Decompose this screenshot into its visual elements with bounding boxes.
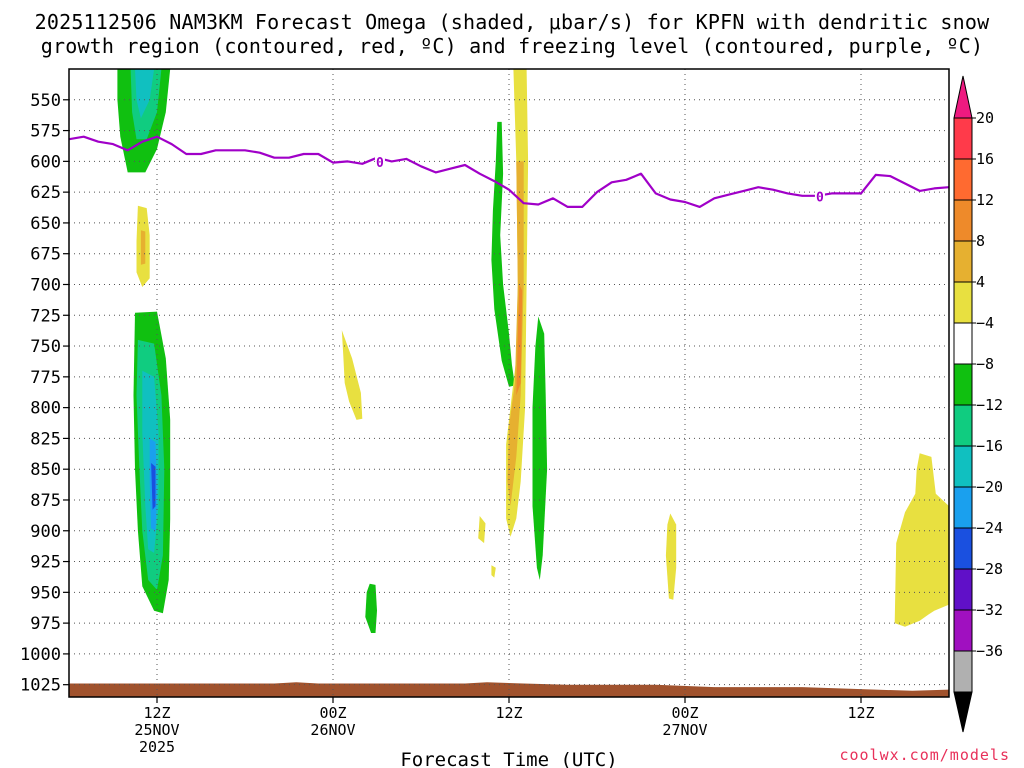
omega-region	[665, 513, 677, 600]
chart-title-line1: 2025112506 NAM3KM Forecast Omega (shaded…	[34, 10, 990, 34]
colorbar-swatch	[953, 199, 973, 242]
colorbar-label: 20	[976, 109, 994, 127]
y-tick-label: 600	[30, 152, 61, 172]
omega-region	[532, 316, 548, 580]
colorbar-label: −28	[976, 560, 1003, 578]
colorbar-label: −16	[976, 437, 1003, 455]
colorbar-swatch	[953, 486, 973, 529]
y-tick-label: 1000	[20, 645, 61, 665]
colorbar-bottom-arrow	[953, 691, 973, 733]
x-tick-label: 12Z	[143, 704, 170, 722]
x-tick-label: 27NOV	[662, 721, 707, 739]
colorbar-label: 8	[976, 232, 985, 250]
omega-region	[516, 284, 523, 396]
colorbar-swatch	[953, 322, 973, 365]
colorbar-label: −32	[976, 601, 1003, 619]
colorbar-swatch	[953, 240, 973, 283]
contour-label-bg	[814, 189, 825, 203]
y-tick-label: 775	[30, 368, 61, 388]
freezing-level-line	[69, 135, 949, 208]
colorbar-swatch	[953, 609, 973, 652]
colorbar-label: 16	[976, 150, 994, 168]
colorbar-top-arrow	[953, 75, 973, 119]
y-tick-label: 850	[30, 460, 61, 480]
y-axis: 550 575 600 625 650 675 700 725 750 775 800 825 850 8…	[20, 91, 69, 696]
omega-shading	[117, 69, 949, 633]
omega-region	[135, 69, 155, 119]
freezing-level-label: 0	[816, 190, 824, 205]
colorbar-swatch	[953, 650, 973, 693]
y-tick-label: 625	[30, 183, 61, 203]
y-tick-label: 950	[30, 583, 61, 603]
omega-region	[341, 330, 363, 420]
y-tick-label: 550	[30, 91, 61, 111]
colorbar-label: −4	[976, 314, 994, 332]
x-tick-label: 00Z	[671, 704, 698, 722]
y-tick-label: 750	[30, 337, 61, 357]
y-tick-label: 700	[30, 275, 61, 295]
omega-region	[140, 230, 146, 265]
colorbar-label: −36	[976, 642, 1003, 660]
y-tick-label: 825	[30, 429, 61, 449]
y-tick-label: 975	[30, 614, 61, 634]
colorbar-swatch	[953, 527, 973, 570]
colorbar-label: 4	[976, 273, 985, 291]
x-tick-label: 00Z	[319, 704, 346, 722]
x-tick-label: 12Z	[495, 704, 522, 722]
omega-region	[491, 121, 515, 387]
colorbar-swatch	[953, 117, 973, 160]
x-tick-label: 2025	[139, 738, 175, 756]
omega-region	[894, 453, 949, 627]
omega-region	[491, 565, 496, 578]
contour-label-bg	[374, 154, 385, 168]
omega-region	[151, 463, 156, 510]
colorbar-label: −12	[976, 396, 1003, 414]
colorbar-swatch	[953, 363, 973, 406]
y-tick-label: 925	[30, 553, 61, 573]
y-tick-label: 675	[30, 245, 61, 265]
y-tick-label: 650	[30, 214, 61, 234]
y-tick-label: 900	[30, 522, 61, 542]
y-tick-label: 875	[30, 491, 61, 511]
y-tick-label: 1025	[20, 676, 61, 696]
colorbar-label: 12	[976, 191, 994, 209]
omega-region	[365, 583, 377, 633]
colorbar-label: −8	[976, 355, 994, 373]
freezing-level-label: 0	[376, 156, 384, 171]
chart-title-line2: growth region (contoured, red, ºC) and f…	[40, 34, 984, 58]
x-tick-label: 12Z	[847, 704, 874, 722]
freezing-level-layer: 00	[69, 135, 949, 208]
colorbar-label: −24	[976, 519, 1003, 537]
grid-lines	[69, 69, 949, 697]
omega-region	[507, 161, 524, 507]
y-tick-label: 800	[30, 399, 61, 419]
y-tick-label: 725	[30, 306, 61, 326]
x-tick-label: 25NOV	[134, 721, 179, 739]
colorbar-swatch	[953, 404, 973, 447]
colorbar-swatch	[953, 568, 973, 611]
colorbar-swatch	[953, 281, 973, 324]
x-tick-label: 26NOV	[310, 721, 355, 739]
y-tick-label: 575	[30, 122, 61, 142]
omega-region	[478, 516, 486, 544]
colorbar-swatch	[953, 445, 973, 488]
colorbar: 20 16 12 8 4 −4 −8 −12 −16 −20 −24 −28 −32 −36	[953, 75, 1003, 733]
x-axis-label: Forecast Time (UTC)	[400, 749, 617, 768]
colorbar-swatch	[953, 158, 973, 201]
site-credit: coolwx.com/models	[839, 746, 1010, 764]
colorbar-label: −20	[976, 478, 1003, 496]
